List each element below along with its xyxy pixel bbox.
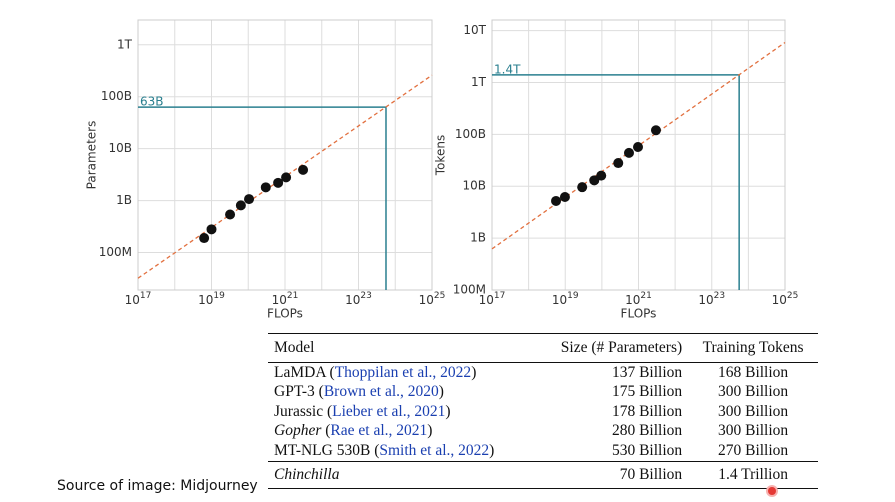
data-point: [298, 164, 309, 175]
x-tick-label: 1023: [698, 291, 725, 307]
tokens-cell: 300 Billion: [717, 402, 789, 420]
data-point: [199, 233, 210, 244]
model-cell: Jurassic Lieber et al., 2021: [268, 402, 535, 422]
model-name: MT-NLG 530B: [274, 441, 371, 459]
x-tick-label: 1017: [125, 291, 152, 307]
tokens-cell: 300 Billion: [717, 383, 789, 401]
charts: 1017 1019 1021 1023 1025 100M 1B 10B 100B 1T FLOPs…: [85, 19, 799, 321]
data-point: [260, 182, 271, 193]
model-name: Jurassic: [274, 402, 324, 420]
header-cell: Model: [274, 339, 315, 356]
size-cell: 530 Billion: [611, 441, 683, 459]
citation: Brown et al., 2020: [319, 383, 444, 400]
y-tick-label: 10T: [463, 23, 486, 37]
guide-label: 63B: [140, 95, 164, 109]
data-point: [281, 172, 292, 183]
data-point: [633, 142, 644, 153]
data-point: [235, 200, 246, 211]
data-point: [650, 125, 661, 136]
size-cell: 137 Billion: [611, 363, 683, 381]
table-row: MT-NLG 530B Smith et al., 2022 530 Billio…: [268, 441, 818, 461]
x-axis-label: FLOPs: [621, 307, 657, 321]
citation: Smith et al., 2022: [374, 442, 494, 459]
data-point: [559, 192, 570, 203]
data-point: [577, 182, 588, 193]
citation: Rae et al., 2021: [325, 422, 432, 439]
data-point: [613, 158, 624, 169]
y-axis-label: Parameters: [85, 121, 99, 190]
tokens-cell: 168 Billion: [717, 363, 789, 381]
plot-frame: [491, 19, 786, 291]
table-row: Chinchilla 70 Billion 1.4 Trillion: [268, 461, 818, 488]
y-tick-label: 100M: [453, 283, 486, 297]
table-row: LaMDA Thoppilan et al., 2022 137 Billion 1…: [268, 363, 818, 383]
x-tick-label: 1019: [198, 291, 225, 307]
header-row: Model Size (# Parameters) Training Token…: [268, 333, 818, 363]
data-point: [596, 170, 607, 181]
model-cell: LaMDA Thoppilan et al., 2022: [268, 363, 535, 383]
x-tick-label: 1023: [345, 291, 372, 307]
model-name: Gopher: [274, 422, 322, 440]
data-point: [623, 147, 634, 158]
size-cell: 280 Billion: [611, 422, 683, 440]
y-tick-label: 10B: [108, 141, 132, 155]
table-row: GPT-3 Brown et al., 2020 175 Billion 300 B…: [268, 383, 818, 403]
data-point: [273, 177, 284, 188]
data-point: [206, 224, 217, 235]
x-tick-label: 1021: [272, 291, 299, 307]
x-tick-label: 1017: [479, 291, 506, 307]
plot-frame: [137, 19, 433, 291]
model-name: Chinchilla: [274, 465, 340, 483]
tokens-cell: 300 Billion: [717, 422, 789, 440]
header-cell: Training Tokens: [702, 339, 804, 356]
table-body: LaMDA Thoppilan et al., 2022 137 Billion 1…: [268, 363, 818, 488]
size-cell: 175 Billion: [611, 383, 683, 401]
pointer-dot: [768, 487, 776, 495]
y-tick-label: 1T: [117, 37, 133, 51]
model-name: GPT-3: [274, 383, 315, 401]
tokens-cell: 270 Billion: [717, 441, 789, 459]
tokens-cell: 1.4 Trillion: [718, 465, 788, 483]
y-tick-label: 100B: [101, 89, 132, 103]
citation: Lieber et al., 2021: [327, 403, 451, 420]
model-cell: GPT-3 Brown et al., 2020: [268, 383, 535, 403]
source-note: Source of image: Midjourney: [57, 478, 258, 494]
data-point: [244, 194, 255, 205]
model-name: LaMDA: [274, 363, 326, 381]
x-tick-label: 1021: [625, 291, 652, 307]
y-tick-label: 1T: [471, 75, 487, 89]
size-cell: 178 Billion: [611, 402, 683, 420]
y-tick-label: 1B: [116, 193, 132, 207]
fit-line: [491, 41, 786, 250]
y-tick-label: 1B: [470, 231, 486, 245]
citation: Thoppilan et al., 2022: [330, 364, 477, 381]
x-tick-label: 1025: [419, 291, 446, 307]
x-tick-label: 1019: [552, 291, 579, 307]
x-axis-label: FLOPs: [267, 307, 303, 321]
header-cell: Size (# Parameters): [560, 339, 683, 356]
data-point: [225, 209, 236, 220]
y-axis-label: Tokens: [434, 135, 448, 176]
y-tick-label: 10B: [462, 179, 486, 193]
y-tick-label: 100B: [455, 127, 486, 141]
data-point: [551, 195, 562, 206]
table-row: Gopher Rae et al., 2021 280 Billion 300 Bi…: [268, 422, 818, 442]
results-table: Model Size (# Parameters) Training Token…: [268, 333, 818, 489]
size-cell: 70 Billion: [619, 465, 683, 483]
model-cell: Chinchilla: [268, 461, 535, 488]
y-tick-label: 100M: [99, 245, 132, 259]
model-cell: MT-NLG 530B Smith et al., 2022: [268, 441, 535, 461]
x-tick-label: 1025: [772, 291, 799, 307]
guide-label: 1.4T: [494, 62, 521, 76]
model-cell: Gopher Rae et al., 2021: [268, 422, 535, 442]
table-row: Jurassic Lieber et al., 2021 178 Billion 3…: [268, 402, 818, 422]
